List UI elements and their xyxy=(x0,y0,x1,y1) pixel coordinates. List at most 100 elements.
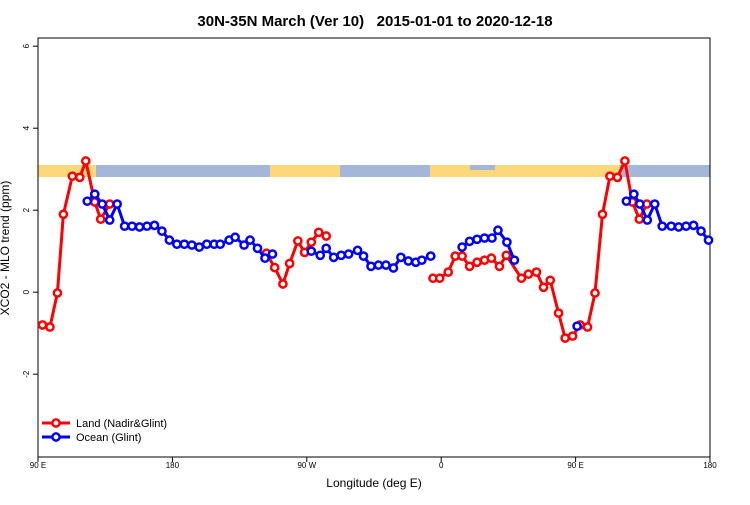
data-point xyxy=(373,260,384,270)
y-tick-label: 4 xyxy=(22,125,31,130)
data-point xyxy=(553,308,564,318)
data-point xyxy=(179,239,190,250)
data-point xyxy=(457,242,467,252)
data-point xyxy=(321,243,332,254)
data-point xyxy=(509,255,520,266)
land-strip xyxy=(270,165,340,177)
data-point xyxy=(157,226,167,236)
y-tick-label: 6 xyxy=(22,43,31,48)
data-point xyxy=(278,279,288,289)
data-point xyxy=(67,171,78,182)
data-point xyxy=(149,220,160,231)
x-tick-label: 0 xyxy=(439,461,444,470)
x-tick-label: 90 W xyxy=(297,461,316,470)
plot-frame xyxy=(37,37,711,458)
data-point xyxy=(172,239,182,250)
data-point xyxy=(104,215,115,225)
data-point xyxy=(590,288,600,298)
data-point xyxy=(493,225,503,236)
data-point xyxy=(284,258,295,269)
y-tick-label: -2 xyxy=(22,370,31,378)
data-point xyxy=(336,250,346,261)
data-point xyxy=(531,267,542,277)
legend-marker xyxy=(51,432,61,442)
data-point xyxy=(80,156,91,166)
data-point xyxy=(381,260,391,270)
data-point xyxy=(597,209,608,220)
data-point xyxy=(260,253,270,264)
data-point xyxy=(567,331,578,341)
data-point xyxy=(403,256,414,266)
data-point xyxy=(52,288,63,298)
data-point xyxy=(366,261,376,272)
x-tick-label: 90 E xyxy=(567,461,583,470)
y-axis-label: XCO2 - MLO trend (ppm) xyxy=(0,181,12,316)
data-point xyxy=(119,221,130,232)
data-point xyxy=(621,196,632,207)
data-point xyxy=(194,242,205,252)
data-point xyxy=(315,250,326,261)
data-point xyxy=(269,262,280,273)
land-strip xyxy=(470,170,495,177)
data-point xyxy=(89,189,100,200)
x-axis-label: Longitude (deg E) xyxy=(326,476,421,490)
data-point xyxy=(164,235,175,245)
data-point xyxy=(434,273,445,284)
data-point xyxy=(142,221,152,232)
data-point xyxy=(538,282,549,293)
data-point xyxy=(201,239,212,250)
data-point xyxy=(612,172,623,183)
data-point xyxy=(572,321,582,332)
data-point xyxy=(396,252,406,263)
data-point xyxy=(486,253,497,264)
data-point xyxy=(464,236,475,247)
data-point xyxy=(666,221,677,232)
data-point xyxy=(328,252,339,263)
data-point xyxy=(443,267,454,277)
data-point xyxy=(487,233,497,243)
data-point xyxy=(657,221,668,232)
legend-marker xyxy=(51,418,61,428)
data-point xyxy=(560,333,570,343)
data-point xyxy=(416,255,427,266)
data-point xyxy=(239,240,249,250)
data-point xyxy=(74,172,85,183)
x-tick-label: 180 xyxy=(166,461,180,470)
data-point xyxy=(352,245,363,256)
data-point xyxy=(620,156,630,166)
data-point xyxy=(494,261,505,272)
data-point xyxy=(97,199,108,209)
data-point xyxy=(634,199,645,209)
legend-label: Land (Nadir&Glint) xyxy=(76,418,167,430)
data-point xyxy=(472,257,482,268)
data-point xyxy=(127,221,137,232)
data-point xyxy=(45,322,55,332)
data-point xyxy=(582,322,593,332)
data-point xyxy=(292,236,303,246)
data-point xyxy=(472,234,482,245)
data-point xyxy=(523,269,534,279)
chart-title: 30N-35N March (Ver 10) 2015-01-01 to 202… xyxy=(197,13,552,30)
y-tick-label: 0 xyxy=(22,289,31,294)
data-point xyxy=(95,214,106,225)
data-point xyxy=(388,263,399,273)
data-point xyxy=(696,226,706,236)
data-point xyxy=(82,196,93,207)
x-tick-label: 90 E xyxy=(30,461,46,470)
y-tick-label: 2 xyxy=(22,207,31,212)
data-point xyxy=(457,251,467,261)
data-point xyxy=(230,232,240,243)
data-point xyxy=(252,243,263,254)
data-point xyxy=(545,275,556,286)
data-point xyxy=(306,246,317,257)
x-tick-label: 180 xyxy=(703,461,717,470)
data-point xyxy=(321,231,332,241)
data-point xyxy=(501,250,512,261)
data-point xyxy=(267,249,278,259)
data-point xyxy=(516,273,527,284)
data-point xyxy=(634,214,645,225)
land-strip xyxy=(430,165,470,177)
legend-label: Ocean (Glint) xyxy=(76,432,141,444)
data-point xyxy=(502,237,512,248)
